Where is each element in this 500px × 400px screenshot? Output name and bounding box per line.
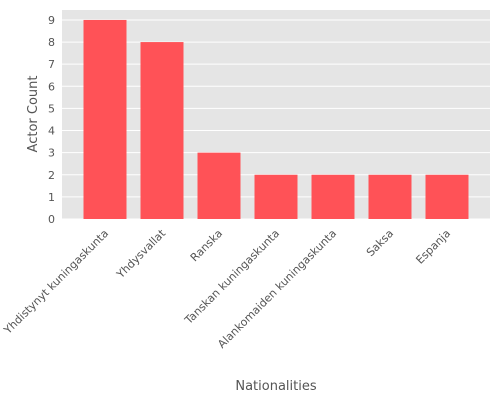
bars — [83, 19, 469, 220]
x-tick-label: Tanskan kuningaskunta — [182, 227, 283, 328]
y-tick-label: 9 — [48, 14, 55, 27]
y-tick-label: 4 — [48, 125, 55, 138]
bar-5 — [368, 174, 412, 219]
x-tick-label: Saksa — [364, 227, 396, 259]
y-tick-labels: 0 1 2 3 4 5 6 7 8 9 — [48, 14, 55, 226]
x-tick-label: Alankomaiden kuningaskunta — [215, 227, 339, 351]
bar-4 — [311, 174, 355, 219]
bar-6 — [425, 174, 469, 219]
y-axis-title: Actor Count — [26, 76, 41, 153]
bar-3 — [254, 174, 298, 219]
y-tick-label: 1 — [48, 191, 55, 204]
y-tick-label: 7 — [48, 58, 55, 71]
bar-1 — [140, 42, 184, 219]
x-tick-label: Ranska — [188, 227, 225, 264]
y-tick-label: 2 — [48, 169, 55, 182]
bar-0 — [83, 19, 127, 220]
y-tick-label: 0 — [48, 213, 55, 226]
y-tick-label: 6 — [48, 80, 55, 93]
y-tick-label: 3 — [48, 147, 55, 160]
y-tick-label: 8 — [48, 36, 55, 49]
x-tick-label: Yhdysvallat — [113, 226, 168, 281]
x-tick-label: Espanja — [413, 227, 453, 267]
x-axis-title: Nationalities — [235, 379, 316, 394]
y-tick-label: 5 — [48, 102, 55, 115]
x-tick-labels: Yhdistynyt kuningaskunta Yhdysvallat Ransk… — [1, 226, 453, 350]
x-tick-label: Yhdistynyt kuningaskunta — [1, 227, 111, 337]
bar-2 — [197, 152, 241, 219]
